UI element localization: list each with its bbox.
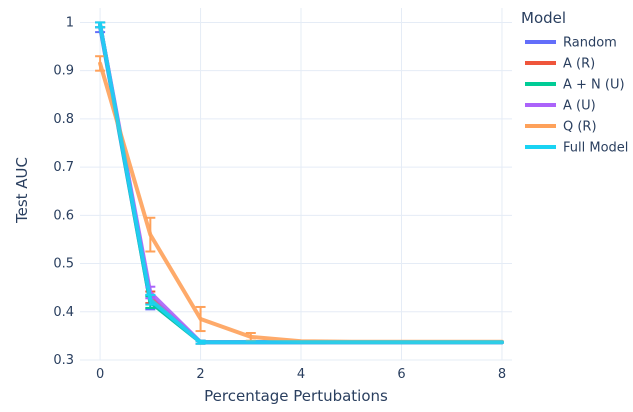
series-line-5 — [98, 22, 504, 345]
error-bar-4-1 — [145, 216, 156, 253]
y-tick-label-2: 0.5 — [53, 257, 74, 272]
y-tick-label-7: 1 — [66, 15, 74, 30]
series-5 — [95, 21, 504, 345]
error-bar-5-1 — [145, 293, 156, 306]
x-tick-label-3: 6 — [397, 367, 405, 382]
legend-item-5[interactable]: Full Model — [525, 141, 628, 156]
gridlines — [80, 8, 512, 361]
error-bar-5-2 — [195, 339, 206, 345]
legend: Model Random A (R) A + N (U) A (U) Q (R) Full… — [521, 9, 628, 156]
x-tick-label-0: 0 — [96, 367, 104, 382]
y-tick-label-3: 0.6 — [53, 208, 74, 223]
legend-item-0[interactable]: Random — [525, 36, 617, 51]
y-tick-label-0: 0.3 — [53, 353, 74, 368]
y-axis-title: Test AUC — [13, 157, 31, 224]
y-tick-label-6: 0.9 — [53, 64, 74, 79]
legend-title: Model — [521, 9, 566, 27]
legend-item-3[interactable]: A (U) — [525, 99, 596, 114]
x-axis-title: Percentage Pertubations — [204, 387, 388, 405]
y-tick-labels: 0.3 0.4 0.5 0.6 0.7 0.8 0.9 1 — [53, 15, 74, 368]
legend-label-0: Random — [563, 36, 617, 51]
error-bar-4-0 — [95, 55, 106, 72]
legend-label-3: A (U) — [563, 99, 596, 114]
error-bar-5-0 — [95, 21, 106, 29]
series-lines — [95, 21, 504, 345]
y-tick-label-4: 0.7 — [53, 160, 74, 175]
legend-item-1[interactable]: A (R) — [525, 57, 595, 72]
legend-label-5: Full Model — [563, 141, 628, 156]
x-tick-label-4: 8 — [498, 367, 506, 382]
legend-label-4: Q (R) — [563, 120, 597, 135]
x-tick-label-2: 4 — [297, 367, 305, 382]
legend-label-1: A (R) — [563, 57, 595, 72]
x-tick-labels: 0 2 4 6 8 — [96, 367, 506, 382]
y-tick-label-1: 0.4 — [53, 305, 74, 320]
legend-item-2[interactable]: A + N (U) — [525, 78, 625, 93]
error-bar-4-2 — [195, 305, 206, 333]
legend-label-2: A + N (U) — [563, 78, 625, 93]
legend-item-4[interactable]: Q (R) — [525, 120, 597, 135]
y-tick-label-5: 0.8 — [53, 112, 74, 127]
x-tick-label-1: 2 — [196, 367, 204, 382]
